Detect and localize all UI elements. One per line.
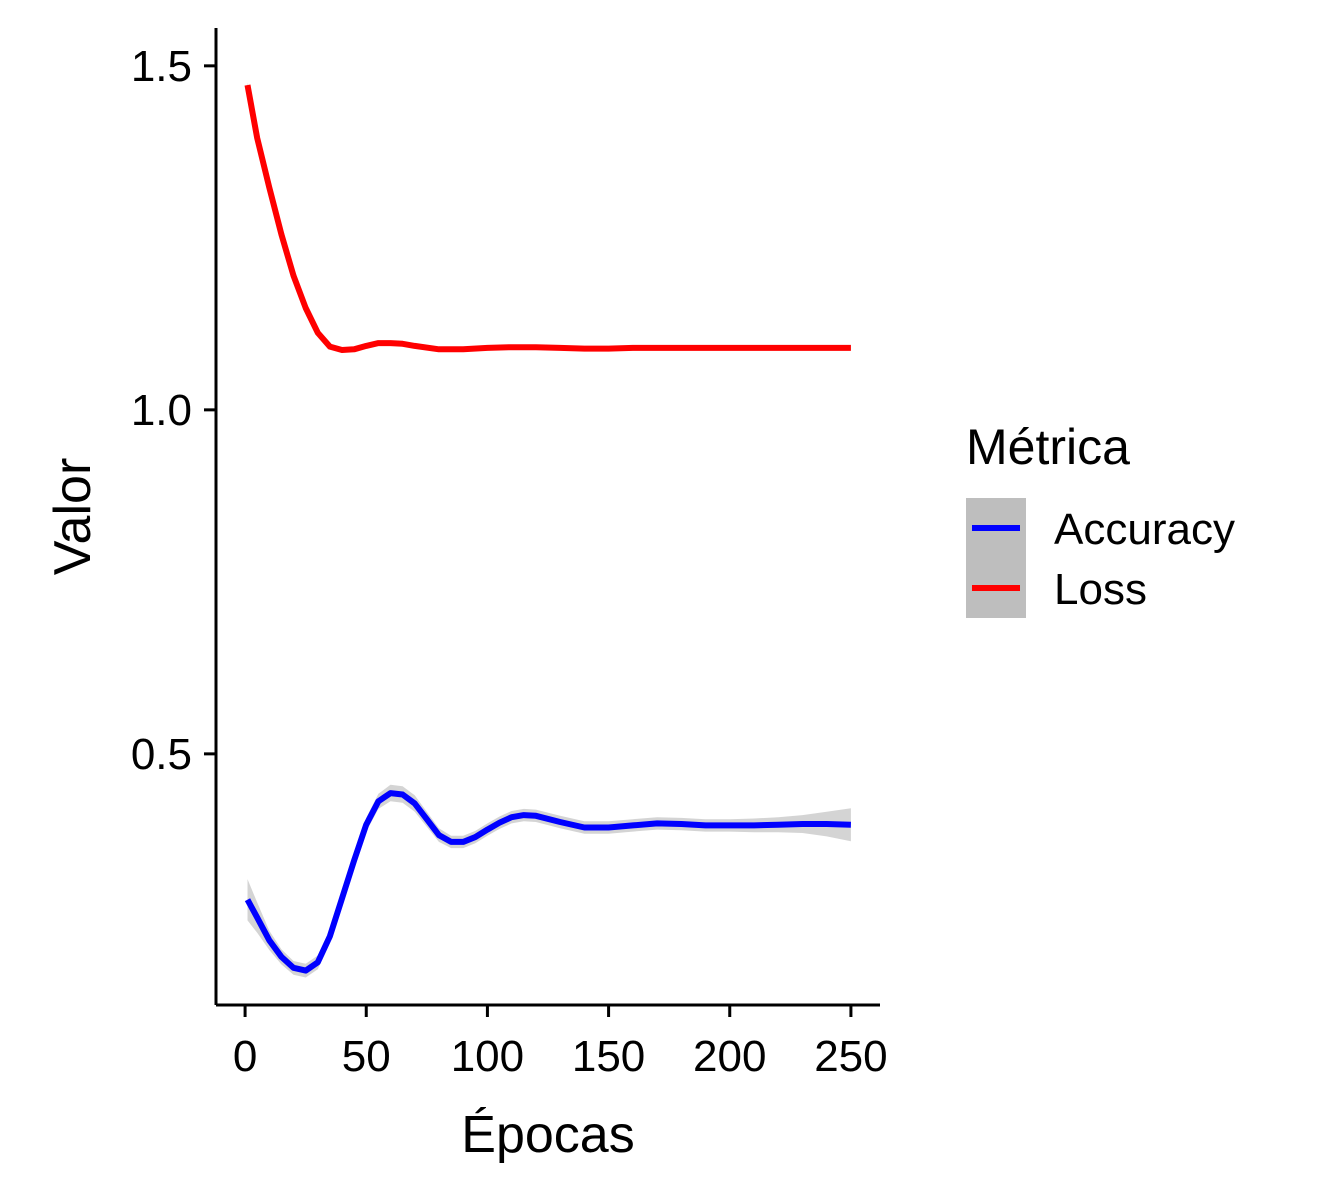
loss-line: [244, 84, 851, 353]
accuracy-line: [244, 790, 851, 974]
legend-key-background: [966, 498, 1026, 618]
y-tick-label: 1.5: [131, 42, 192, 91]
x-tick-label: 0: [233, 1032, 257, 1081]
y-axis-ticks: 0.5 1.0 1.5: [131, 42, 216, 779]
legend: Métrica Accuracy Loss: [966, 419, 1235, 618]
x-tick-label: 250: [814, 1032, 887, 1081]
accuracy-confidence-band: [247, 784, 851, 978]
y-axis-title: Valor: [44, 458, 102, 576]
x-axis-ticks: 0 50 100 150 200 250: [233, 1005, 888, 1081]
loss-confidence-band: [247, 82, 851, 352]
legend-items: Accuracy Loss: [966, 498, 1235, 618]
x-tick-label: 200: [693, 1032, 766, 1081]
y-tick-label: 1.0: [131, 386, 192, 435]
series-lines: [244, 84, 851, 974]
legend-title: Métrica: [966, 419, 1130, 475]
x-tick-label: 150: [572, 1032, 645, 1081]
x-tick-label: 50: [342, 1032, 391, 1081]
x-tick-label: 100: [451, 1032, 524, 1081]
y-tick-label: 0.5: [131, 730, 192, 779]
x-axis-title: Épocas: [461, 1106, 634, 1164]
legend-label-loss: Loss: [1054, 565, 1147, 614]
legend-label-accuracy: Accuracy: [1054, 505, 1235, 554]
confidence-bands: [247, 82, 851, 978]
